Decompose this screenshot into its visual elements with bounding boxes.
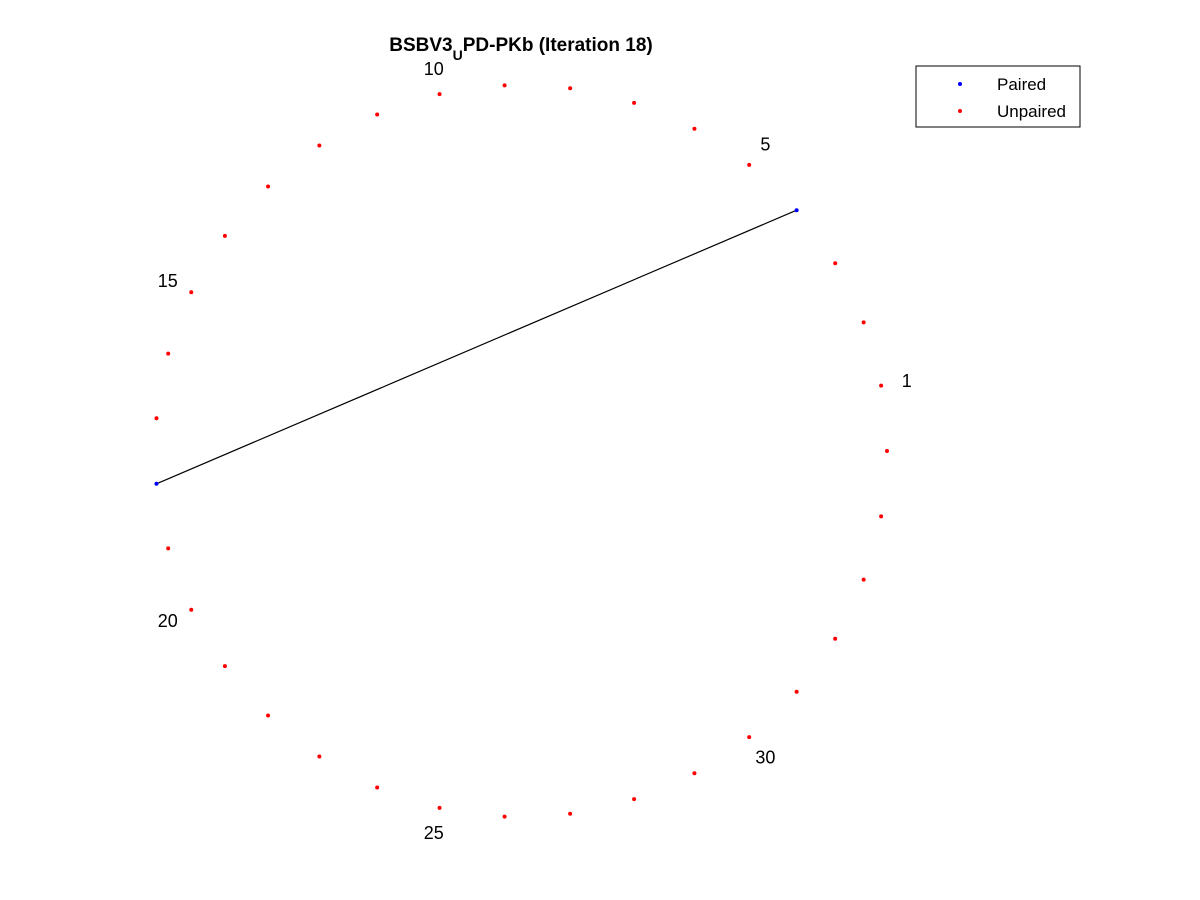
node-2 bbox=[861, 320, 866, 325]
node-18 bbox=[154, 481, 159, 486]
node-3 bbox=[833, 261, 838, 266]
node-14 bbox=[222, 233, 227, 238]
node-29 bbox=[692, 771, 697, 776]
node-17 bbox=[154, 416, 159, 421]
node-26 bbox=[502, 814, 507, 819]
node-1 bbox=[879, 383, 884, 388]
legend: Paired Unpaired bbox=[915, 65, 1081, 128]
node-21 bbox=[222, 664, 227, 669]
node-12 bbox=[317, 143, 322, 148]
node-32 bbox=[833, 636, 838, 641]
node-6 bbox=[692, 126, 697, 131]
node-label-25: 25 bbox=[424, 823, 444, 843]
node-22 bbox=[266, 713, 271, 718]
nodes bbox=[154, 83, 889, 819]
legend-label-unpaired: Unpaired bbox=[997, 102, 1066, 121]
node-28 bbox=[632, 797, 637, 802]
node-30 bbox=[747, 735, 752, 740]
node-20 bbox=[189, 607, 194, 612]
node-10 bbox=[437, 92, 442, 97]
legend-box bbox=[915, 65, 1081, 128]
node-16 bbox=[166, 351, 171, 356]
plot-title: BSBV3UPD-PKb (Iteration 18) bbox=[389, 35, 653, 63]
node-25 bbox=[437, 805, 442, 810]
node-34 bbox=[879, 514, 884, 519]
node-8 bbox=[568, 86, 573, 91]
node-31 bbox=[794, 689, 799, 694]
pair-link-4-18 bbox=[156, 209, 797, 485]
node-label-5: 5 bbox=[760, 135, 770, 155]
node-label-10: 10 bbox=[424, 59, 444, 79]
legend-marker-unpaired bbox=[958, 109, 962, 113]
title-subscript: U bbox=[453, 47, 463, 63]
node-9 bbox=[502, 83, 507, 88]
title-main: BSBV3 bbox=[389, 35, 452, 56]
node-11 bbox=[375, 112, 380, 117]
node-5 bbox=[747, 162, 752, 167]
node-19 bbox=[166, 546, 171, 551]
node-7 bbox=[632, 100, 637, 105]
node-4 bbox=[794, 208, 799, 213]
node-27 bbox=[568, 811, 573, 816]
node-label-15: 15 bbox=[158, 271, 178, 291]
node-33 bbox=[861, 577, 866, 582]
node-label-20: 20 bbox=[158, 611, 178, 631]
node-15 bbox=[189, 290, 194, 295]
title-rest: PD-PKb (Iteration 18) bbox=[463, 35, 653, 56]
pair-links bbox=[156, 209, 797, 485]
legend-label-paired: Paired bbox=[997, 75, 1046, 94]
node-13 bbox=[266, 184, 271, 189]
node-label-1: 1 bbox=[902, 371, 912, 391]
node-35 bbox=[885, 449, 889, 453]
node-24 bbox=[375, 785, 380, 790]
node-23 bbox=[317, 754, 322, 759]
legend-marker-paired bbox=[958, 82, 962, 86]
node-label-30: 30 bbox=[755, 748, 775, 768]
